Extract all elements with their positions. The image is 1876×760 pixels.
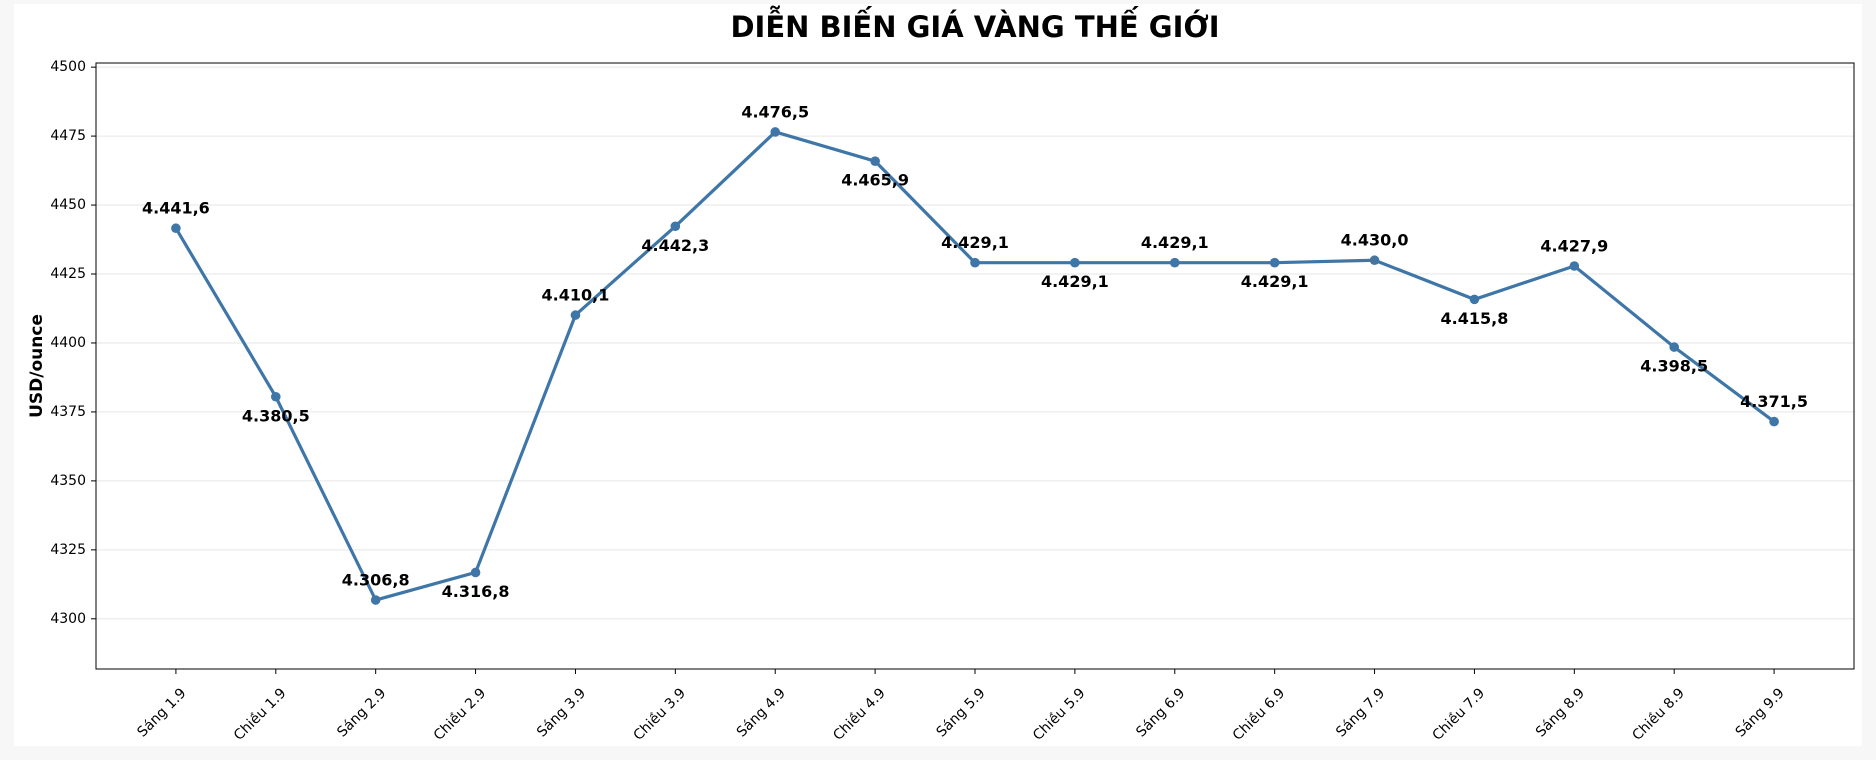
point <box>870 156 880 166</box>
value-label: 4.442,3 <box>641 236 709 255</box>
point <box>1369 255 1380 266</box>
point <box>670 221 681 232</box>
point <box>1269 257 1280 268</box>
y-tick-label: 4400 <box>50 335 86 351</box>
point <box>1169 257 1180 268</box>
point <box>1469 294 1480 305</box>
value-label: 4.398,5 <box>1640 357 1708 376</box>
value-label: 4.380,5 <box>242 406 310 425</box>
y-tick-label: 4325 <box>50 542 86 558</box>
value-label: 4.316,8 <box>442 582 510 601</box>
y-tick-label: 4375 <box>50 404 86 420</box>
value-label: 4.415,8 <box>1441 309 1509 328</box>
y-tick-label: 4300 <box>50 611 86 627</box>
point <box>270 391 281 402</box>
point <box>1669 342 1680 352</box>
point <box>470 567 481 578</box>
value-label: 4.429,1 <box>1141 233 1209 252</box>
point <box>171 223 181 234</box>
value-label: 4.306,8 <box>342 571 410 590</box>
y-axis-label: USD/ounce <box>27 314 47 418</box>
y-tick-label: 4425 <box>50 266 86 282</box>
y-tick-label: 4450 <box>50 197 86 213</box>
value-label: 4.441,6 <box>142 199 210 218</box>
value-label: 4.429,1 <box>1041 272 1109 291</box>
point <box>770 127 781 137</box>
value-label: 4.476,5 <box>741 102 809 121</box>
point <box>1070 257 1080 268</box>
y-tick-label: 4350 <box>50 473 86 489</box>
value-label: 4.427,9 <box>1540 237 1608 256</box>
y-tick-label: 4500 <box>50 59 86 75</box>
value-label: 4.429,1 <box>941 233 1009 252</box>
point <box>1569 261 1580 271</box>
chart-title: DIỄN BIẾN GIÁ VÀNG THẾ GIỚI <box>730 6 1219 44</box>
value-label: 4.430,0 <box>1341 231 1409 250</box>
point <box>370 595 381 605</box>
value-label: 4.429,1 <box>1241 272 1309 291</box>
point <box>970 257 980 268</box>
point <box>1769 416 1779 427</box>
y-tick-label: 4475 <box>50 128 86 144</box>
value-label: 4.410,1 <box>542 286 610 305</box>
value-label: 4.371,5 <box>1740 392 1808 411</box>
value-label: 4.465,9 <box>841 171 909 190</box>
figure-background <box>14 4 1862 746</box>
point <box>570 310 581 320</box>
